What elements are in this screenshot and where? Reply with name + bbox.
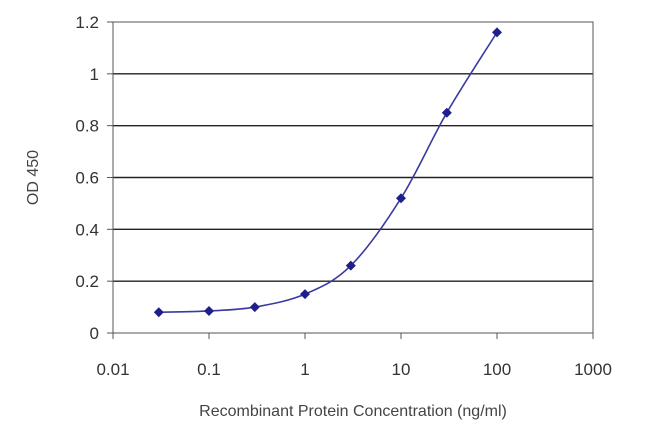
y-axis-ticks: 0 0.2 0.4 0.6 0.8 1 1.2 — [75, 13, 113, 343]
data-point — [345, 260, 356, 271]
x-tick-label: 100 — [483, 360, 511, 379]
data-point — [441, 107, 452, 118]
y-tick-label: 0 — [90, 324, 99, 343]
x-tick-label: 0.1 — [197, 360, 221, 379]
y-tick-label: 0.2 — [75, 272, 99, 291]
data-point — [204, 305, 214, 316]
data-point — [492, 27, 502, 38]
y-tick-label: 0.6 — [75, 169, 99, 188]
x-tick-label: 1 — [300, 360, 309, 379]
x-axis-ticks: 0.01 0.1 1 10 100 1000 — [96, 333, 612, 379]
data-point — [300, 289, 310, 300]
x-axis-label: Recombinant Protein Concentration (ng/ml… — [199, 403, 507, 420]
y-tick-label: 0.4 — [75, 220, 99, 239]
y-axis-label: OD 450 — [25, 150, 42, 205]
x-tick-label: 0.01 — [96, 360, 129, 379]
y-tick-label: 0.8 — [75, 117, 99, 136]
data-point — [249, 302, 260, 313]
y-tick-label: 1.2 — [75, 13, 99, 32]
data-point — [153, 307, 164, 318]
y-tick-label: 1 — [90, 65, 99, 84]
data-points — [153, 27, 502, 318]
grid-lines — [113, 73, 593, 282]
x-tick-label: 10 — [392, 360, 411, 379]
x-tick-label: 1000 — [574, 360, 612, 379]
data-point — [396, 193, 406, 204]
